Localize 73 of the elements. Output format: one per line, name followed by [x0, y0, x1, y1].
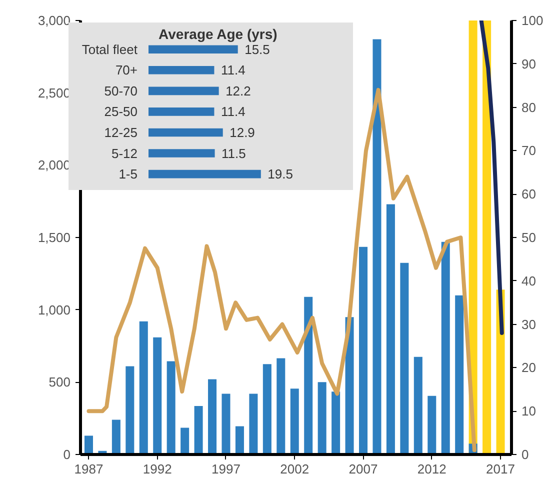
y-tick-label: Total fleet	[82, 42, 138, 57]
data-label: 11.5	[222, 146, 246, 161]
bar	[84, 436, 93, 454]
data-label: 12.2	[226, 83, 251, 98]
data-label: 15.5	[244, 42, 270, 57]
bar	[400, 262, 409, 454]
x-tick-label: 1997	[212, 462, 240, 476]
y-tick-label: 1-5	[118, 166, 138, 182]
bar	[386, 204, 395, 454]
bar	[372, 39, 382, 454]
y-tick-label: 0	[63, 447, 71, 462]
y-tick-label: 1,000	[38, 302, 71, 318]
x-tick-label: 2002	[280, 462, 310, 476]
x-tick-label: 2017	[486, 462, 515, 476]
bar	[222, 394, 230, 454]
y2-tick-label: 50	[522, 230, 536, 245]
data-label: 11.4	[220, 62, 246, 78]
bar	[276, 358, 286, 454]
y-tick-label: 1,500	[38, 230, 71, 245]
bar	[304, 296, 313, 454]
bar	[441, 242, 450, 454]
y-tick-label: 70+	[115, 62, 138, 78]
bar	[414, 356, 422, 454]
y2-tick-label: 90	[522, 56, 536, 72]
x-tick-label: 2012	[417, 462, 446, 476]
y2-tick-label: 20	[522, 360, 536, 376]
bar	[126, 366, 134, 454]
bar	[455, 295, 464, 454]
data-label: 19.5	[268, 166, 293, 182]
y2-tick-label: 60	[522, 186, 536, 202]
y2-tick-label: 0	[522, 447, 529, 462]
bar	[180, 428, 190, 454]
y-tick-label: 500	[48, 374, 71, 390]
bar	[148, 86, 219, 96]
bar	[290, 388, 299, 454]
x-tick-label: 1987	[74, 462, 104, 476]
line-series	[86, 88, 476, 452]
bar	[208, 379, 217, 454]
bar	[235, 426, 244, 454]
bar	[428, 396, 436, 454]
bar	[148, 108, 214, 116]
bar	[262, 364, 272, 454]
bar	[332, 392, 340, 454]
bar	[166, 361, 176, 454]
bar	[148, 45, 238, 54]
bar	[194, 406, 203, 454]
x-tick-label: 2007	[348, 462, 378, 476]
chart-title: Average Age (yrs)	[158, 26, 278, 42]
data-label: 12.9	[230, 124, 255, 140]
x-tick-label: 1992	[142, 462, 172, 476]
y2-tick-label: 100	[522, 13, 544, 28]
y-tick-label: 25-50	[104, 104, 138, 120]
bar	[249, 394, 258, 454]
y2-tick-label: 30	[522, 316, 536, 332]
bar	[148, 128, 223, 137]
y-tick-label: 5-12	[111, 146, 138, 161]
y-tick-label: 3,000	[38, 13, 71, 28]
y-tick-label: 12-25	[104, 124, 138, 140]
line-series	[479, 20, 504, 335]
bar	[148, 149, 215, 158]
y2-tick-label: 80	[522, 100, 536, 115]
bar	[112, 420, 120, 454]
y2-tick-label: 70	[522, 143, 536, 158]
bar	[148, 170, 261, 178]
bar	[153, 337, 162, 454]
bar	[318, 382, 326, 454]
bar	[139, 321, 148, 454]
bar	[148, 66, 214, 74]
y2-tick-label: 40	[522, 273, 536, 288]
y2-tick-label: 10	[522, 404, 536, 419]
data-label: 11.4	[220, 104, 246, 120]
bar	[359, 246, 368, 454]
y-tick-label: 50-70	[104, 83, 138, 98]
